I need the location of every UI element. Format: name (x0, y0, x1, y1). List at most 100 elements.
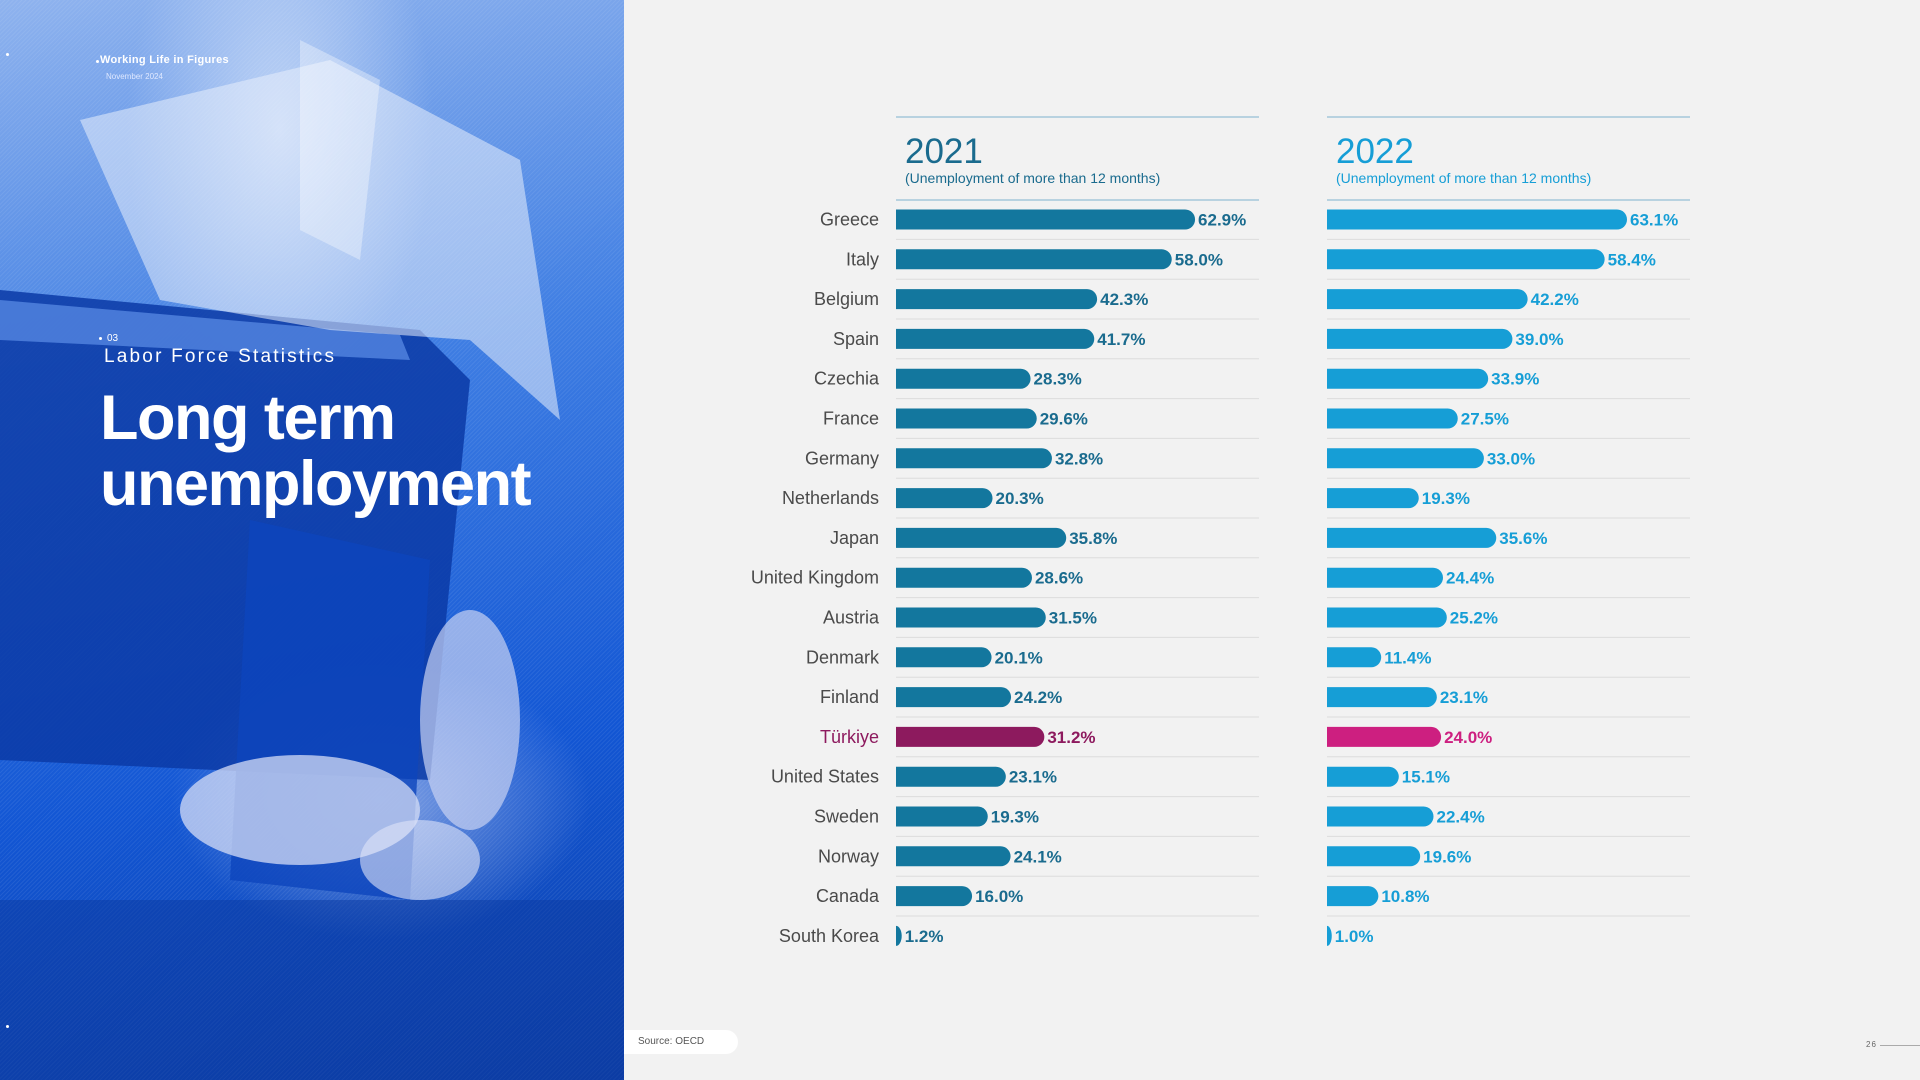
publication-title: Working Life in Figures (100, 54, 229, 66)
chart-2021-bar (896, 567, 1032, 588)
chart-2022-bar (1327, 925, 1332, 946)
country-label: Sweden (814, 807, 879, 827)
chart-2022-bar (1327, 806, 1434, 827)
chart-2021-data-label: 20.1% (995, 648, 1043, 667)
country-label: Japan (830, 528, 879, 548)
chart-2022-bar (1327, 886, 1379, 907)
chart-2021-data-label: 32.8% (1055, 449, 1103, 468)
hero-photo-illustration (0, 40, 624, 1080)
country-label: Belgium (814, 289, 879, 309)
chart-2022-bar (1327, 766, 1399, 787)
chart-2022-bar (1327, 527, 1497, 548)
chart-2022-data-label: 15.1% (1402, 768, 1450, 787)
chart-2022-bar (1327, 249, 1605, 270)
chart-2021-data-label: 23.1% (1009, 768, 1057, 787)
section-label: Labor Force Statistics (104, 346, 337, 367)
chart-2022-data-label: 22.4% (1436, 808, 1484, 827)
chart-2022-data-label: 58.4% (1608, 250, 1656, 269)
chart-2021-bar (896, 647, 992, 668)
country-label: Spain (833, 329, 879, 349)
chart-2021-data-label: 24.2% (1014, 688, 1062, 707)
country-label: Germany (805, 448, 879, 468)
chart-2021-data-label: 62.9% (1198, 211, 1246, 230)
chart-2022-bar (1327, 368, 1489, 389)
chart-2021-data-label: 35.8% (1069, 529, 1117, 548)
decor-dot (96, 60, 99, 63)
chart-2022-data-label: 24.4% (1446, 569, 1494, 588)
page-title-line1: Long term (100, 383, 396, 453)
chart-2022-bar (1327, 846, 1421, 867)
chart-2022-data-label: 24.0% (1444, 728, 1492, 747)
chart-2021-bar (896, 925, 902, 946)
decor-dot (6, 1025, 9, 1028)
chart-2021-bar (896, 488, 993, 509)
country-label: Czechia (814, 369, 880, 389)
chart-2022-data-label: 39.0% (1515, 330, 1563, 349)
chart-2022-data-label: 25.2% (1450, 609, 1498, 628)
chart-2021-bar (896, 289, 1098, 310)
chart-2021-data-label: 58.0% (1175, 250, 1223, 269)
chart-2021-bar (896, 448, 1052, 469)
chart-2021-title: 2021 (905, 132, 983, 171)
decor-dot (99, 337, 102, 340)
chart-2022-bar (1327, 687, 1437, 708)
chart-2022-data-label: 11.4% (1384, 648, 1431, 667)
chart-2021-data-label: 41.7% (1097, 330, 1145, 349)
chart-2021-bar (896, 527, 1067, 548)
section-number: 03 (107, 333, 119, 344)
chart-2022-data-label: 27.5% (1461, 410, 1509, 429)
chart-2021-bar (896, 886, 973, 907)
chart-2021-data-label: 1.2% (905, 927, 944, 946)
chart-2022-data-label: 33.9% (1491, 370, 1539, 389)
country-label: France (823, 409, 879, 429)
page-number: 26 (1866, 1040, 1877, 1049)
chart-2021-bar (896, 209, 1196, 230)
page-number-rule (1880, 1045, 1920, 1046)
chart-2021-data-label: 20.3% (996, 489, 1044, 508)
chart-2021-data-label: 19.3% (991, 808, 1039, 827)
chart-2021-bar (896, 726, 1045, 747)
chart-2021-bar (896, 766, 1006, 787)
country-label: United States (771, 767, 879, 787)
chart-2022-bar (1327, 488, 1419, 509)
chart-2022-data-label: 42.2% (1531, 290, 1579, 309)
chart-2021-bar (896, 607, 1046, 628)
country-label: Denmark (806, 647, 880, 667)
chart-2022-data-label: 10.8% (1381, 887, 1429, 906)
hero-photo-panel: Working Life in Figures November 2024 03… (0, 0, 624, 1080)
country-label: Austria (823, 608, 880, 628)
chart-2022-bar (1327, 647, 1382, 668)
country-label: Netherlands (782, 488, 879, 508)
source-note: Source: OECD (624, 1030, 738, 1054)
chart-2022-bar (1327, 289, 1528, 310)
chart-2022-data-label: 23.1% (1440, 688, 1488, 707)
country-label: South Korea (779, 926, 880, 946)
chart-2021-bar (896, 328, 1095, 349)
chart-2022-title: 2022 (1336, 132, 1414, 171)
chart-2022-data-label: 19.6% (1423, 847, 1471, 866)
chart-2021-bar (896, 687, 1012, 708)
chart-2022-data-label: 35.6% (1499, 529, 1547, 548)
publication-date: November 2024 (106, 72, 163, 81)
chart-2021-data-label: 16.0% (975, 887, 1023, 906)
country-label: Italy (846, 249, 879, 269)
chart-2022-bar (1327, 408, 1458, 429)
chart-2022-data-label: 19.3% (1422, 489, 1470, 508)
chart-2021-bar (896, 368, 1031, 389)
chart-2022-data-label: 63.1% (1630, 211, 1678, 230)
chart-2021-subtitle: (Unemployment of more than 12 months) (905, 170, 1160, 186)
chart-2021-data-label: 28.3% (1034, 370, 1082, 389)
chart-2021-data-label: 24.1% (1014, 847, 1062, 866)
chart-2021-bar (896, 846, 1011, 867)
page-title: Long term unemployment (100, 383, 532, 519)
page-title-line2: unemployment (100, 449, 532, 519)
country-label: Greece (820, 210, 879, 230)
chart-2022-data-label: 33.0% (1487, 449, 1535, 468)
country-label: Canada (816, 886, 880, 906)
chart-2022-subtitle: (Unemployment of more than 12 months) (1336, 170, 1591, 186)
country-label: Finland (820, 687, 879, 707)
chart-2022-bar (1327, 328, 1513, 349)
chart-2021-data-label: 28.6% (1035, 569, 1083, 588)
chart-2021-bar (896, 408, 1037, 429)
